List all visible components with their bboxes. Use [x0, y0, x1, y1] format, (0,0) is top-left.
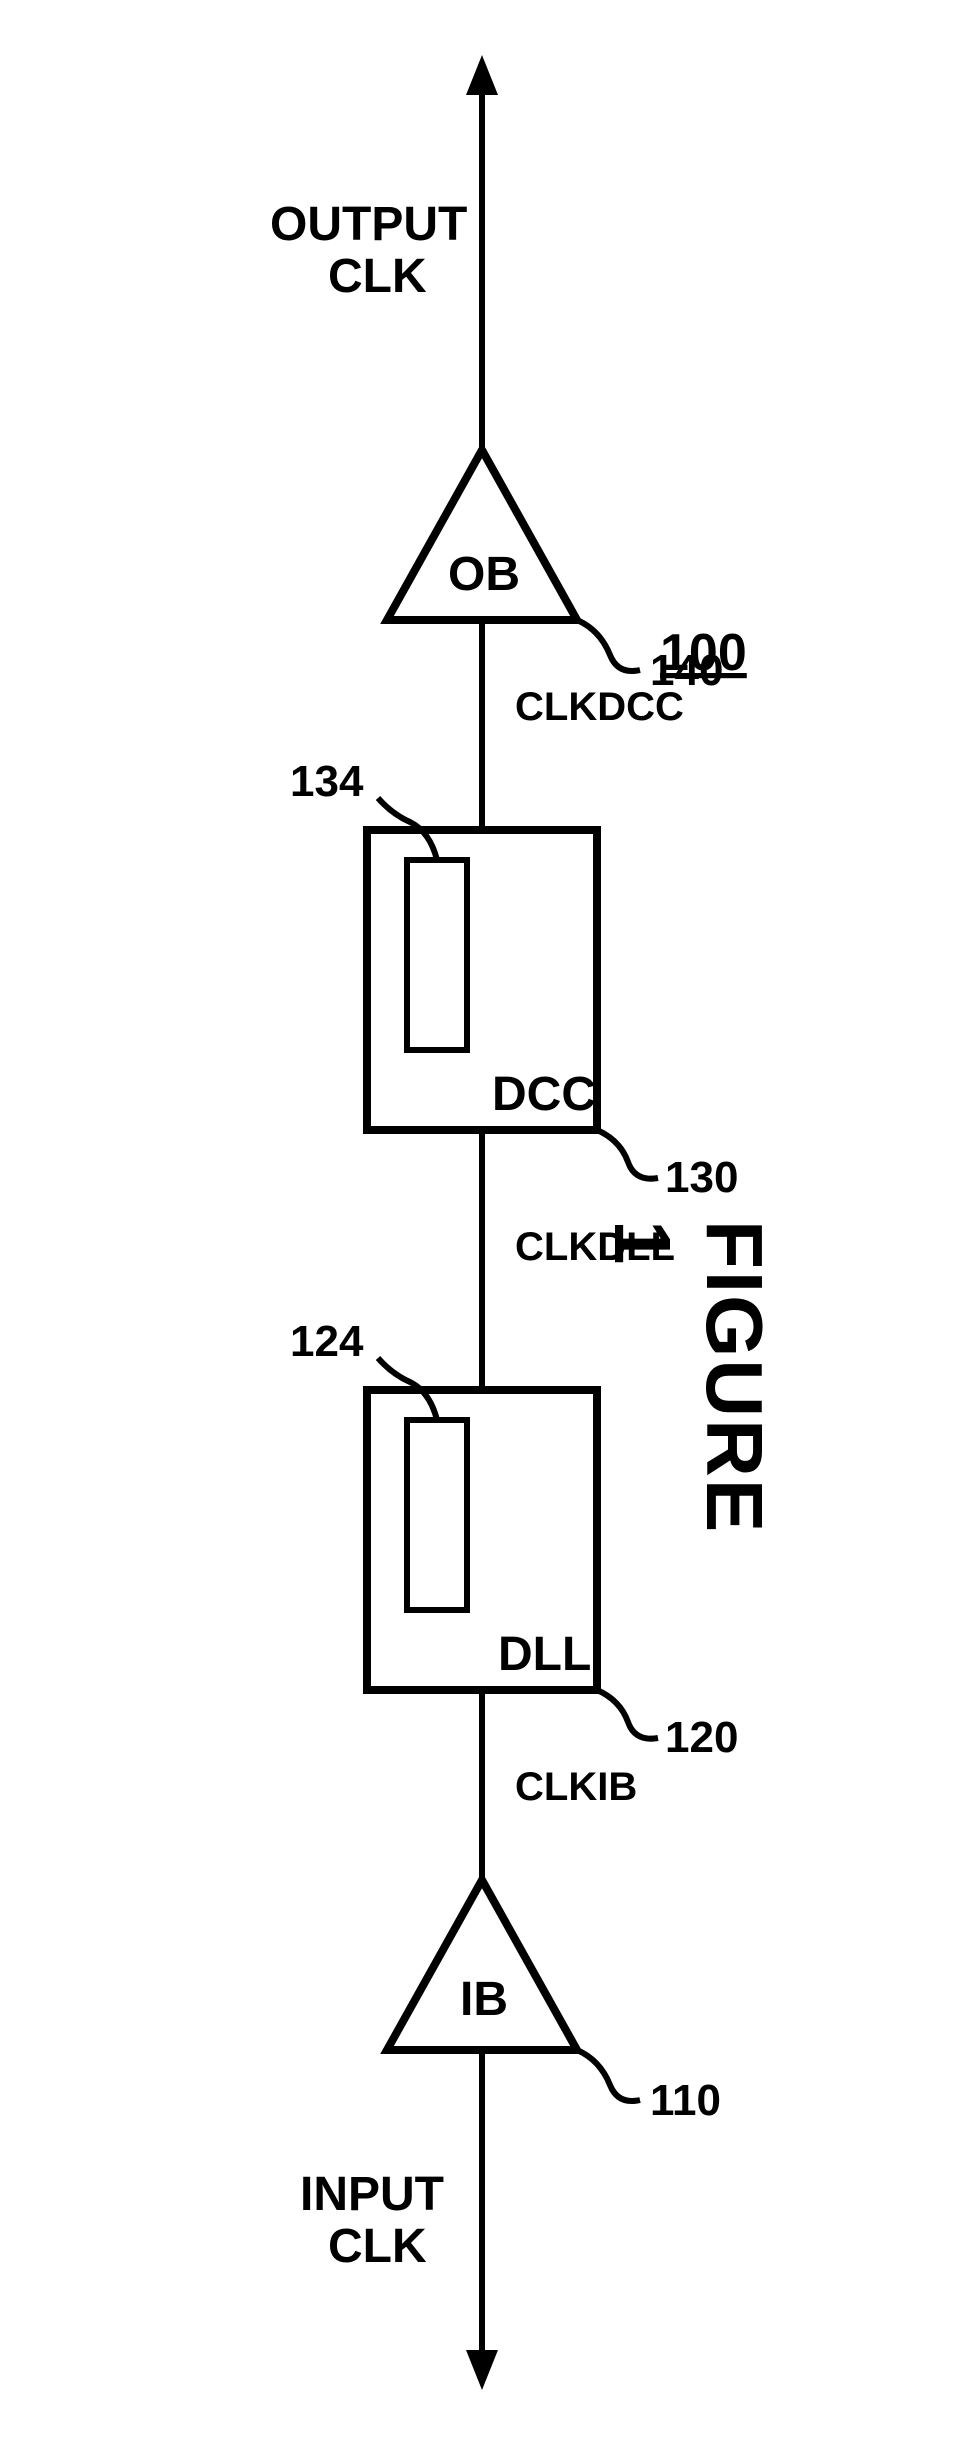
dcc-label: DCC [492, 1068, 596, 1121]
svg-text:CLK: CLK [328, 250, 427, 303]
ob-label: OB [448, 548, 520, 601]
diagram-svg: 100 INPUT CLK OUTPUT CLK IB 110 CLKIB DL… [0, 0, 964, 2445]
ib-label: IB [460, 1973, 508, 2026]
svg-text:CLK: CLK [328, 2220, 427, 2273]
output-clk-label: OUTPUT CLK [270, 198, 467, 303]
dll-inner-ref: 124 [290, 1317, 364, 1366]
ib-buffer: IB 110 [387, 1880, 721, 2125]
ob-buffer: OB 140 [387, 450, 723, 695]
ob-ref: 140 [650, 646, 723, 695]
input-clk-label: INPUT CLK [300, 2168, 444, 2273]
dcc-inner-ref: 134 [290, 757, 364, 806]
dll-ref: 120 [665, 1713, 738, 1762]
svg-text:OUTPUT: OUTPUT [270, 198, 467, 251]
ib-ref: 110 [650, 2076, 721, 2125]
figure-1-diagram: 100 INPUT CLK OUTPUT CLK IB 110 CLKIB DL… [0, 0, 964, 2445]
svg-text:INPUT: INPUT [300, 2168, 444, 2221]
dll-label: DLL [498, 1628, 591, 1681]
dcc-inner-block [407, 860, 467, 1050]
dcc-ref: 130 [665, 1153, 738, 1202]
dcc-block: DCC 130 134 [290, 757, 738, 1202]
dll-inner-block [407, 1420, 467, 1610]
clkib-label: CLKIB [515, 1765, 637, 1809]
figure-caption: FIGURE 1 [596, 1220, 780, 1534]
